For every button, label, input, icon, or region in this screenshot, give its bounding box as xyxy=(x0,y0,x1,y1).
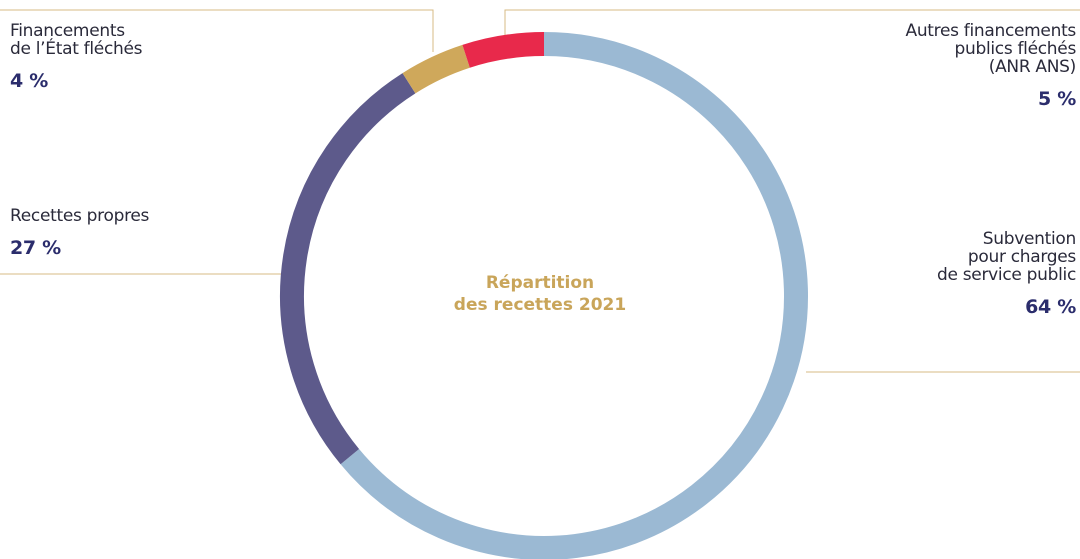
segment-label: Subvention pour charges de service publi… xyxy=(936,229,1076,318)
segment-name: Financements de l’État fléchés xyxy=(10,21,143,59)
segment-label: Recettes propres 27 % xyxy=(10,206,150,259)
donut-segment xyxy=(280,73,416,465)
segment-value: 4 % xyxy=(10,70,48,92)
segment-value: 64 % xyxy=(1025,296,1076,318)
donut-segment xyxy=(340,32,808,559)
segment-label: Autres financements publics fléchés (ANR… xyxy=(905,21,1076,110)
chart-title: Répartition des recettes 2021 xyxy=(453,273,627,315)
segment-label: Financements de l’État fléchés 4 % xyxy=(10,21,143,92)
segment-name: Subvention pour charges de service publi… xyxy=(936,229,1076,285)
segment-name: Recettes propres xyxy=(10,206,150,226)
donut-segment xyxy=(402,44,471,94)
leader-line xyxy=(0,9,434,52)
leader-line xyxy=(504,9,1080,36)
segment-value: 27 % xyxy=(10,237,61,259)
segment-name: Autres financements publics fléchés (ANR… xyxy=(905,21,1076,77)
leader-lines xyxy=(0,9,1080,373)
donut-segment xyxy=(462,32,545,68)
segment-value: 5 % xyxy=(1038,88,1076,110)
